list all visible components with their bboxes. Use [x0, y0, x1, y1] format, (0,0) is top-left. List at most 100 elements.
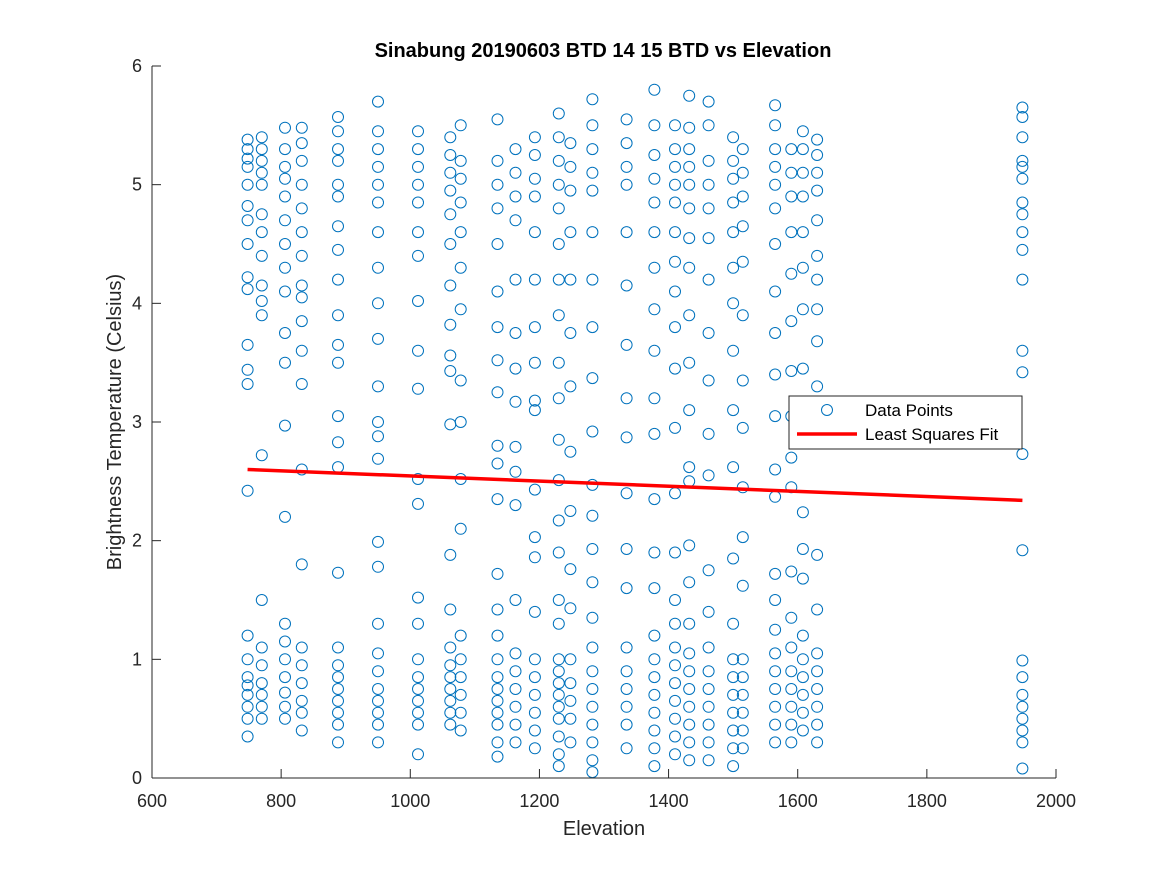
data-point: [586, 718, 599, 731]
data-point: [702, 119, 715, 132]
legend: Data Points Least Squares Fit: [788, 395, 1023, 450]
data-point: [769, 410, 782, 423]
data-point: [1016, 712, 1029, 725]
data-point: [241, 484, 254, 497]
data-point: [620, 683, 633, 695]
data-point: [586, 321, 599, 334]
data-point: [552, 712, 565, 725]
data-point: [727, 226, 740, 239]
data-point: [683, 665, 696, 678]
data-point: [785, 451, 798, 464]
data-point: [727, 653, 740, 666]
data-point: [620, 665, 633, 678]
data-point: [796, 706, 809, 719]
data-point: [332, 718, 344, 731]
data-point: [412, 683, 424, 695]
data-point: [769, 160, 782, 173]
data-point: [586, 119, 599, 132]
data-point: [736, 688, 749, 701]
data-point: [564, 694, 577, 707]
data-point: [255, 178, 268, 191]
data-point: [444, 548, 457, 561]
y-axis-label: Brightness Temperature (Celsius): [104, 274, 126, 570]
data-point: [241, 700, 254, 713]
data-point: [1016, 762, 1029, 775]
data-point: [332, 178, 344, 191]
data-point: [702, 95, 715, 108]
data-point: [279, 214, 291, 227]
data-point: [620, 487, 633, 500]
data-point: [255, 279, 268, 292]
data-point: [332, 125, 344, 138]
data-point: [1016, 688, 1029, 701]
data-point: [255, 154, 268, 167]
data-point: [444, 238, 457, 250]
data-point: [769, 178, 782, 191]
data-point: [648, 546, 661, 559]
data-point: [796, 362, 809, 375]
data-point: [295, 202, 308, 215]
data-point: [332, 566, 344, 579]
data-point: [586, 700, 599, 713]
data-point: [586, 143, 599, 156]
data-point: [241, 133, 254, 146]
data-point: [241, 338, 254, 351]
data-point: [564, 184, 577, 197]
data-point: [372, 416, 384, 428]
data-point: [586, 543, 599, 555]
data-point: [332, 706, 344, 719]
data-point: [372, 95, 384, 108]
data-point: [620, 641, 633, 654]
data-point: [372, 430, 384, 443]
data-point: [648, 724, 661, 737]
data-point: [255, 659, 268, 672]
data-point: [811, 665, 824, 678]
data-point: [528, 356, 541, 369]
data-point: [509, 166, 522, 179]
data-point: [648, 760, 661, 773]
data-point: [279, 143, 291, 156]
data-point: [796, 671, 809, 684]
data-point: [491, 354, 504, 367]
data-point: [552, 748, 565, 761]
data-point: [586, 166, 599, 179]
data-point: [1016, 736, 1029, 749]
data-point: [669, 421, 681, 434]
data-point: [241, 679, 254, 692]
data-point: [702, 683, 715, 695]
data-point: [295, 279, 308, 292]
data-point: [528, 653, 541, 666]
data-point: [454, 416, 467, 428]
data-point: [1016, 111, 1029, 123]
data-point: [702, 564, 715, 577]
data-point: [528, 531, 541, 544]
data-point: [454, 303, 467, 316]
data-point: [372, 178, 384, 191]
data-point: [241, 152, 254, 165]
data-point: [295, 154, 308, 167]
data-point: [648, 172, 661, 185]
data-point: [412, 718, 424, 731]
data-point: [509, 214, 522, 227]
data-point: [564, 137, 577, 150]
data-point: [785, 365, 798, 377]
data-point: [444, 149, 457, 161]
data-point: [412, 617, 424, 630]
data-point: [586, 683, 599, 695]
data-point: [332, 243, 344, 256]
data-point: [491, 718, 504, 731]
data-point: [412, 497, 424, 510]
data-point: [796, 653, 809, 666]
data-point: [736, 742, 749, 755]
data-point: [528, 706, 541, 719]
data-point: [785, 736, 798, 749]
data-point: [412, 196, 424, 209]
data-point: [586, 665, 599, 678]
data-point: [279, 285, 291, 298]
data-point: [620, 137, 633, 150]
data-point: [509, 736, 522, 749]
data-point: [241, 143, 254, 156]
data-point: [279, 617, 291, 630]
data-point: [683, 539, 696, 552]
data-point: [727, 261, 740, 274]
